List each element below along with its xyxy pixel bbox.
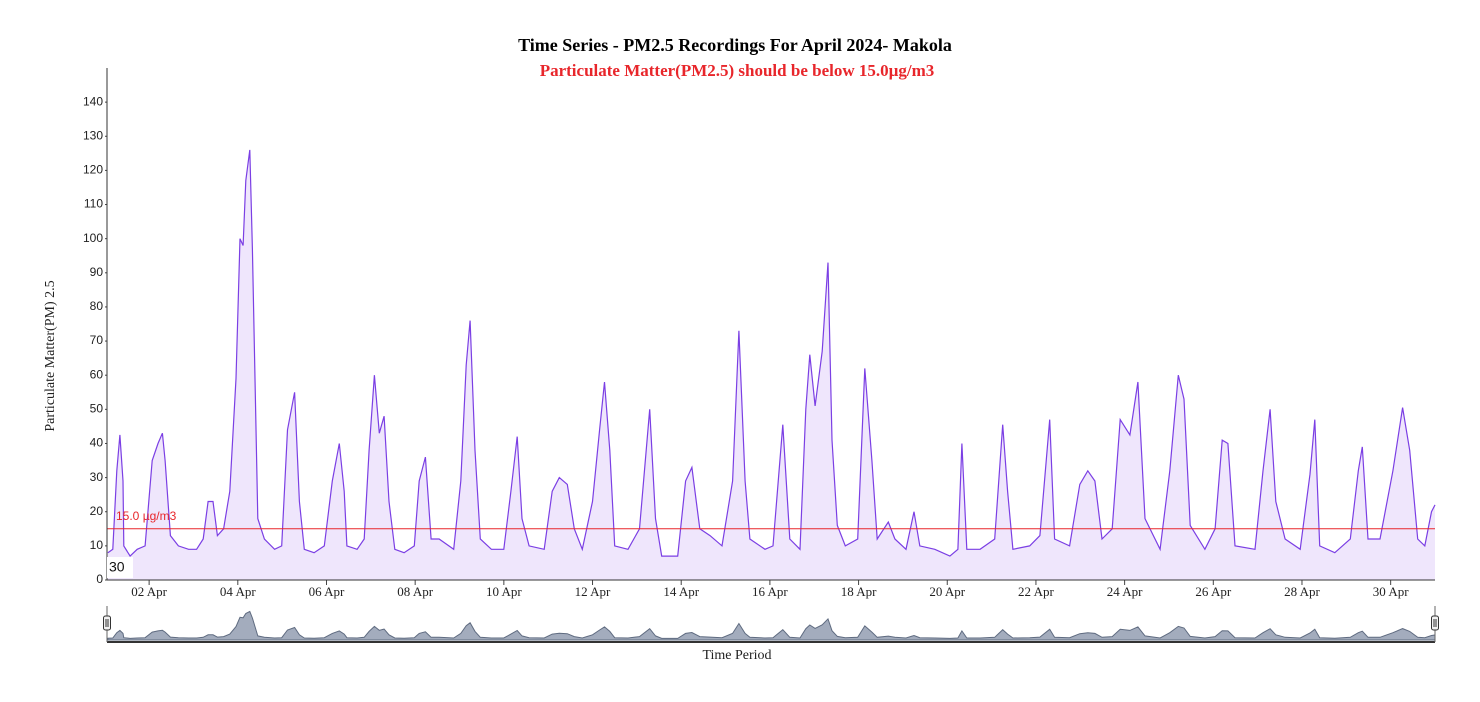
area [107, 149, 1435, 580]
x-tick-label: 14 Apr [663, 584, 699, 599]
x-tick-label: 08 Apr [397, 584, 433, 599]
corner-box [107, 557, 133, 578]
y-tick-label: 70 [90, 333, 104, 347]
x-tick-label: 28 Apr [1284, 584, 1320, 599]
y-tick-label: 80 [90, 299, 104, 313]
x-tick-label: 02 Apr [131, 584, 167, 599]
y-tick-label: 120 [83, 163, 103, 177]
y-tick-label: 10 [90, 538, 104, 552]
x-tick-label: 10 Apr [486, 584, 522, 599]
y-tick-label: 0 [96, 572, 103, 586]
x-tick-label: 26 Apr [1195, 584, 1231, 599]
y-tick-label: 20 [90, 504, 104, 518]
x-axis-title: Time Period [702, 648, 771, 663]
navigator-handle[interactable] [1431, 615, 1439, 631]
threshold-label: 15.0 µg/m3 [116, 509, 177, 523]
x-tick-label: 12 Apr [575, 584, 611, 599]
y-tick-label: 100 [83, 231, 103, 245]
y-tick-label: 130 [83, 128, 103, 142]
y-tick-label: 30 [90, 470, 104, 484]
y-tick-label: 110 [84, 197, 103, 211]
y-tick-label: 140 [83, 94, 103, 108]
x-tick-label: 06 Apr [309, 584, 345, 599]
x-tick-label: 18 Apr [841, 584, 877, 599]
y-tick-label: 90 [90, 265, 104, 279]
line [107, 149, 1436, 558]
y-tick-label: 50 [90, 402, 104, 416]
x-tick-label: 20 Apr [929, 584, 965, 599]
corner-label: 30 [109, 559, 125, 575]
x-tick-label: 16 Apr [752, 584, 788, 599]
x-tick-label: 04 Apr [220, 584, 256, 599]
y-tick-label: 40 [90, 436, 104, 450]
navigator-area [107, 610, 1436, 641]
y-axis-title: Particulate Matter(PM) 2.5 [43, 280, 58, 431]
x-tick-label: 30 Apr [1373, 584, 1409, 599]
y-tick-label: 60 [90, 367, 104, 381]
x-tick-label: 24 Apr [1107, 584, 1143, 599]
x-tick-label: 22 Apr [1018, 584, 1054, 599]
chart-subtitle: Particulate Matter(PM2.5) should be belo… [540, 61, 935, 80]
navigator-bg [107, 602, 1435, 640]
chart-title: Time Series - PM2.5 Recordings For April… [518, 35, 952, 55]
navigator-handle[interactable] [103, 615, 111, 631]
